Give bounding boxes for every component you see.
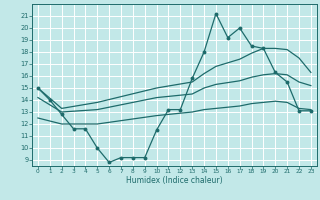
X-axis label: Humidex (Indice chaleur): Humidex (Indice chaleur) — [126, 176, 223, 185]
